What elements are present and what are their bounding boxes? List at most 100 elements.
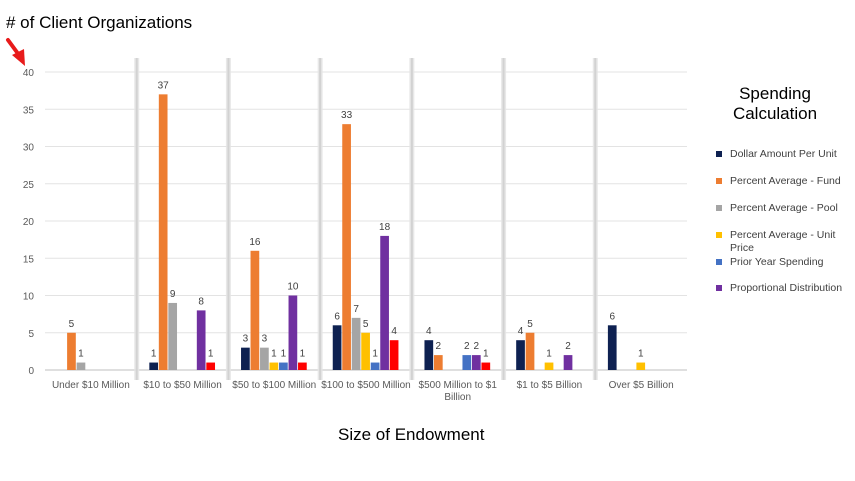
category-separator-core xyxy=(410,58,413,380)
data-label: 18 xyxy=(379,222,391,233)
bar xyxy=(481,362,491,370)
legend-swatch xyxy=(716,232,722,238)
category-separator-core xyxy=(502,58,505,380)
bar xyxy=(76,362,86,370)
bar xyxy=(462,355,472,370)
bar xyxy=(607,325,617,370)
legend-label: Proportional Distribution xyxy=(730,282,843,294)
data-label: 16 xyxy=(249,237,261,248)
data-label: 5 xyxy=(527,319,533,330)
legend-item: Dollar Amount Per Unit xyxy=(716,148,850,161)
data-label: 6 xyxy=(334,311,340,322)
y-tick-label: 20 xyxy=(23,217,35,228)
data-label: 1 xyxy=(546,349,552,360)
bar xyxy=(516,340,525,370)
x-tick-label: Under $10 Million xyxy=(52,380,130,391)
data-label: 3 xyxy=(243,334,249,345)
data-label: 2 xyxy=(464,341,470,352)
data-label: 4 xyxy=(391,326,397,337)
y-tick-label: 40 xyxy=(23,68,35,79)
bar xyxy=(260,347,269,370)
data-label: 1 xyxy=(281,349,287,360)
y-tick-label: 35 xyxy=(23,105,35,116)
data-label: 33 xyxy=(341,110,353,121)
legend-label: Percent Average - Fund xyxy=(730,175,841,187)
y-tick-label: 30 xyxy=(23,143,35,154)
legend-item: Percent Average - Fund xyxy=(716,175,850,188)
y-tick-label: 15 xyxy=(23,254,35,265)
data-label: 2 xyxy=(436,341,442,352)
x-tick-label: $1 to $5 Billion xyxy=(517,380,583,391)
data-label: 2 xyxy=(565,341,571,352)
bar xyxy=(389,340,399,370)
data-label: 7 xyxy=(353,304,359,315)
y-tick-label: 5 xyxy=(28,329,34,340)
data-label: 1 xyxy=(638,349,644,360)
y-tick-label: 10 xyxy=(23,292,35,303)
data-label: 1 xyxy=(78,349,84,360)
legend-swatch xyxy=(716,285,722,291)
bar xyxy=(525,332,535,370)
bar xyxy=(196,310,206,370)
data-label: 1 xyxy=(300,349,306,360)
bar xyxy=(370,362,380,370)
x-tick-label: $10 to $50 Million xyxy=(143,380,221,391)
legend-label: Percent Average - Unit Price xyxy=(730,229,836,254)
bar xyxy=(351,317,361,370)
data-label: 37 xyxy=(158,80,170,91)
bar xyxy=(279,362,288,370)
bar xyxy=(380,235,389,370)
legend-item: Percent Average - Unit Price xyxy=(716,229,850,255)
data-label: 9 xyxy=(170,289,176,300)
data-label: 4 xyxy=(518,326,524,337)
category-separator-core xyxy=(135,58,138,380)
y-tick-label: 0 xyxy=(28,366,34,377)
legend-label: Dollar Amount Per Unit xyxy=(730,148,837,160)
y-tick-label: 25 xyxy=(23,180,35,191)
bar xyxy=(67,332,76,370)
bar xyxy=(433,355,443,370)
legend-title: Spending Calculation xyxy=(732,84,818,123)
data-label: 5 xyxy=(363,319,369,330)
legend-item: Proportional Distribution xyxy=(716,282,850,295)
bar xyxy=(288,295,298,370)
x-tick-label: $500 Million to $1 Billion xyxy=(419,380,498,403)
bar xyxy=(332,325,342,370)
data-label: 1 xyxy=(372,349,378,360)
bar xyxy=(544,362,554,370)
data-label: 1 xyxy=(151,349,157,360)
data-label: 1 xyxy=(483,349,489,360)
bar xyxy=(241,347,250,370)
category-separator-core xyxy=(594,58,597,380)
data-label: 10 xyxy=(287,282,299,293)
bar xyxy=(250,250,260,370)
category-separator-core xyxy=(227,58,230,380)
bar xyxy=(149,362,159,370)
bar xyxy=(168,302,178,370)
data-label: 5 xyxy=(69,319,75,330)
bar xyxy=(563,355,573,370)
legend-swatch xyxy=(716,178,722,184)
legend-item: Percent Average - Pool xyxy=(716,202,850,215)
x-axis-title: Size of Endowment xyxy=(338,425,485,444)
bar xyxy=(206,362,216,370)
bar xyxy=(269,362,279,370)
bar xyxy=(636,362,646,370)
bar xyxy=(298,362,307,370)
legend-swatch xyxy=(716,259,722,265)
bar xyxy=(424,340,434,370)
bar xyxy=(361,332,370,370)
legend-swatch xyxy=(716,151,722,157)
x-tick-label: $100 to $500 Million xyxy=(321,380,411,391)
data-label: 1 xyxy=(271,349,277,360)
bar xyxy=(158,94,168,370)
data-label: 3 xyxy=(262,334,268,345)
legend-label: Percent Average - Pool xyxy=(730,202,838,214)
data-label: 2 xyxy=(474,341,480,352)
legend-swatch xyxy=(716,205,722,211)
x-tick-label: Over $5 Billion xyxy=(609,380,674,391)
legend-item: Prior Year Spending xyxy=(716,256,850,269)
category-separator-core xyxy=(319,58,322,380)
data-label: 4 xyxy=(426,326,432,337)
